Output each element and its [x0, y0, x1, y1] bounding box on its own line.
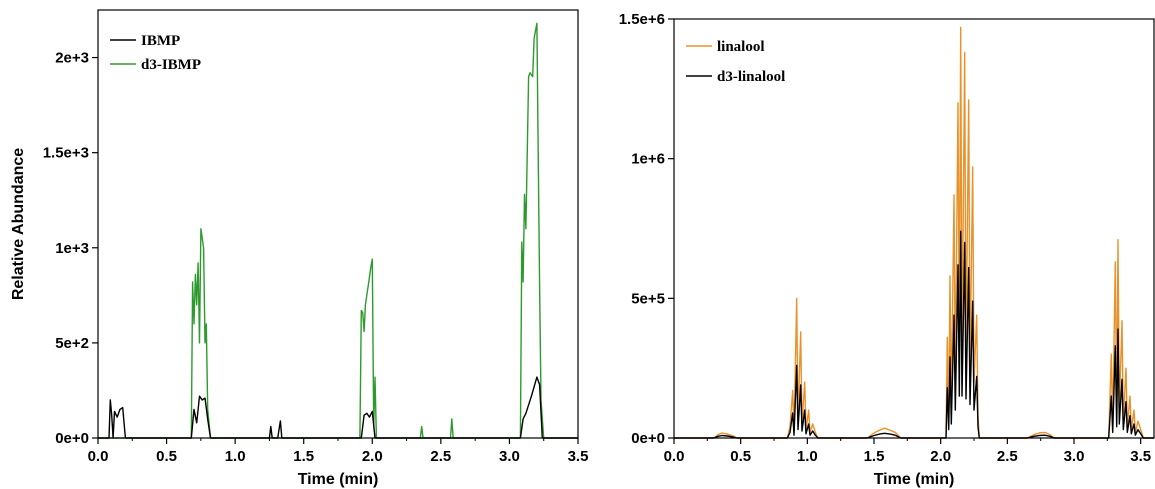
x-axis-title: Time (min): [874, 471, 955, 488]
x-tick-label: 2.0: [362, 448, 383, 465]
x-tick-label: 3.0: [1064, 448, 1085, 465]
y-tick-label: 5e+2: [55, 335, 89, 352]
series-line-ibmp: [98, 376, 578, 439]
x-tick-label: 1.5: [864, 448, 885, 465]
x-tick-label: 2.0: [930, 448, 951, 465]
x-tick-label: 0.0: [664, 448, 685, 465]
series-line-d3-ibmp: [98, 22, 578, 439]
x-tick-label: 1.5: [293, 448, 314, 465]
x-tick-label: 0.5: [156, 448, 177, 465]
x-tick-label: 1.0: [225, 448, 246, 465]
legend-label-d3-ibmp: d3-IBMP: [141, 57, 201, 73]
x-tick-label: 0.0: [88, 448, 109, 465]
series-group: [674, 26, 1154, 439]
x-axis-title: Time (min): [298, 471, 379, 488]
x-tick-label: 0.5: [730, 448, 751, 465]
x-tick-label: 1.0: [797, 448, 818, 465]
legend-label-ibmp: IBMP: [141, 33, 180, 49]
y-tick-label: 1.5e+3: [43, 145, 89, 162]
series-line-d3-linalool: [674, 230, 1154, 439]
y-tick-label: 2e+3: [55, 50, 89, 67]
y-tick-label: 0e+0: [55, 430, 89, 447]
y-tick-label: 1e+6: [631, 151, 665, 168]
legend-label-d3-linalool: d3-linalool: [717, 69, 785, 85]
x-axis: 0.0 0.5 1.0 1.5 2.0 2.5 3.0 3.5: [664, 438, 1151, 465]
y-axis-title: Relative Abundance: [10, 148, 27, 300]
x-tick-label: 3.5: [568, 448, 589, 465]
x-tick-label: 2.5: [997, 448, 1018, 465]
y-axis: 0e+0 5e+5 1e+6 1.5e+6: [619, 11, 674, 447]
y-tick-label: 1e+3: [55, 240, 89, 257]
y-tick-label: 1.5e+6: [619, 11, 665, 28]
x-tick-label: 2.5: [430, 448, 451, 465]
y-tick-label: 5e+5: [631, 290, 665, 307]
series-group: [98, 22, 578, 439]
plot-frame: [673, 18, 1155, 439]
chart-ibmp: 0.0 0.5 1.0 1.5 2.0 2.5 3.0 3.5 0e+0 5e+2 1e+3 1.5…: [10, 9, 589, 488]
legend: linalool d3-linalool: [686, 39, 785, 85]
x-tick-label: 3.5: [1130, 448, 1151, 465]
chart-linalool: 0.0 0.5 1.0 1.5 2.0 2.5 3.0 3.5 0e+0 5e+5 1e+6 1.5…: [619, 11, 1155, 488]
x-tick-label: 3.0: [499, 448, 520, 465]
legend: IBMP d3-IBMP: [110, 33, 201, 73]
y-tick-label: 0e+0: [631, 430, 665, 447]
y-axis: 0e+0 5e+2 1e+3 1.5e+3 2e+3: [43, 50, 98, 447]
legend-label-linalool: linalool: [717, 39, 765, 55]
x-axis: 0.0 0.5 1.0 1.5 2.0 2.5 3.0 3.5: [88, 438, 589, 465]
